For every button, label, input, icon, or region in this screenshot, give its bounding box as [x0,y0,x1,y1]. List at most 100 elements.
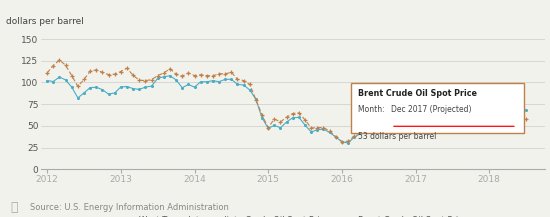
Point [466,119,475,123]
Point [141,79,150,82]
Point [190,85,199,89]
Point [276,126,285,130]
Point [350,136,359,139]
Point [387,128,395,131]
Point [356,132,365,135]
Point [436,123,444,127]
Point [294,111,303,115]
Point [117,70,125,73]
Point [344,141,353,145]
Point [288,112,297,115]
Point [448,124,457,128]
Legend: West Texas Intermediate Crude Oil Spot Price, Brent Crude Oil Spot Price: West Texas Intermediate Crude Oil Spot P… [114,212,471,217]
Point [49,80,58,83]
Point [417,119,426,123]
Point [448,127,457,131]
Point [98,71,107,74]
Point [264,127,273,130]
Point [288,116,297,120]
Point [350,135,359,138]
Point [264,126,273,129]
Point [478,117,487,121]
Point [276,120,285,124]
Point [454,126,463,130]
Point [55,58,64,62]
Text: Month:: Month: [358,105,387,114]
Text: Brent Crude Oil Spot Price: Brent Crude Oil Spot Price [358,89,477,97]
Text: 53 dollars per barrel: 53 dollars per barrel [358,132,437,140]
Point [356,130,365,133]
Point [141,85,150,89]
Point [43,79,52,82]
Point [251,98,260,101]
Point [233,78,242,81]
Point [172,78,180,82]
Point [466,123,475,126]
Point [123,66,131,70]
Point [86,69,95,73]
Point [497,119,506,123]
Point [245,83,254,86]
Point [166,67,174,70]
Point [522,108,531,112]
Point [399,127,408,131]
Point [196,80,205,84]
Point [245,88,254,92]
Point [503,111,512,115]
Point [258,113,267,117]
Text: Ⓖ: Ⓖ [10,201,18,214]
Point [454,122,463,126]
Point [270,124,279,127]
Point [98,88,107,91]
Text: Dec 2017 (Projected): Dec 2017 (Projected) [391,105,471,114]
Point [375,129,383,132]
Point [92,68,101,72]
Point [338,140,346,143]
Point [338,140,346,143]
Point [387,128,395,132]
Point [129,87,138,90]
Point [375,127,383,130]
FancyBboxPatch shape [351,83,524,133]
Point [436,125,444,129]
Point [74,85,82,88]
Point [411,122,420,125]
Point [178,86,186,89]
Point [405,120,414,124]
Point [417,121,426,125]
Point [67,74,76,77]
Point [472,120,481,123]
Point [74,96,82,100]
Point [190,74,199,77]
Point [393,123,402,126]
Point [221,72,230,76]
Point [178,74,186,78]
Point [184,71,193,75]
Point [515,118,524,122]
Point [491,113,500,117]
Point [239,83,248,87]
Point [319,127,328,131]
Point [393,124,402,128]
Point [301,118,310,122]
Point [319,126,328,129]
Point [86,86,95,89]
Point [184,83,193,86]
Point [80,78,89,81]
Point [104,73,113,76]
Point [325,131,334,134]
Point [67,85,76,89]
Point [43,71,52,75]
Point [368,126,377,129]
Point [147,84,156,88]
Point [331,135,340,138]
Point [160,71,168,75]
Point [92,85,101,89]
Point [196,73,205,77]
Point [411,119,420,123]
Point [153,74,162,77]
Point [405,122,414,126]
Point [282,120,291,124]
Point [344,140,353,143]
Point [307,126,316,130]
